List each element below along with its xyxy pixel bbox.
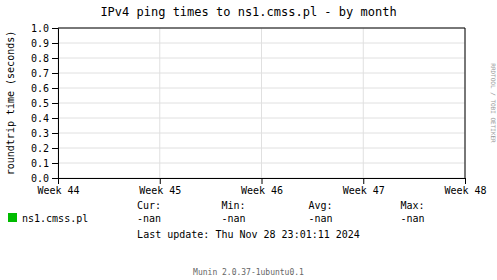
y-tick-mark (52, 73, 58, 74)
y-tick-label: 1.0 (31, 23, 49, 34)
y-tick-mark (52, 148, 58, 149)
watermark: RRDTOOL / TOBI OETIKER (490, 63, 497, 143)
x-tick: Week 44 (37, 178, 79, 196)
y-tick-label: 0.8 (31, 53, 49, 64)
y-tick: 0.7 (31, 68, 58, 79)
y-tick-mark (52, 163, 58, 164)
legend: ns1.cmss.pl (8, 213, 88, 224)
grid (58, 28, 465, 178)
x-tick-mark (262, 178, 263, 184)
y-tick-label: 0.4 (31, 113, 49, 124)
grid-line-y (58, 28, 465, 29)
stat-label: Avg: (309, 200, 333, 211)
x-tick: Week 45 (139, 178, 181, 196)
y-tick: 1.0 (31, 23, 58, 34)
grid-line-x (159, 28, 160, 178)
y-tick: 0.8 (31, 53, 58, 64)
plot: 0.0 0.1 0.2 0.3 0.4 0.5 0.6 0.7 0.8 0.9 1.0 Week 44… (31, 23, 487, 196)
x-tick: Week 47 (343, 178, 385, 196)
y-tick: 0.2 (31, 143, 58, 154)
y-tick-label: 0.5 (31, 98, 49, 109)
x-tick: Week 46 (241, 178, 283, 196)
y-tick: 0.1 (31, 158, 58, 169)
stat-value: -nan (137, 213, 161, 224)
chart: IPv4 ping times to ns1.cmss.pl - by mont… (0, 0, 497, 280)
y-tick: 0.3 (31, 128, 58, 139)
x-tick-mark (363, 178, 364, 184)
y-tick-label: 0.2 (31, 143, 49, 154)
y-tick: 0.9 (31, 38, 58, 49)
annotations: Cur: -nan Min: -nan Avg: -nan Max: -nan Last upd… (137, 63, 497, 277)
y-tick-label: 0.6 (31, 83, 49, 94)
frame-top (58, 28, 465, 29)
last-update: Last update: Thu Nov 28 23:01:11 2024 (137, 229, 360, 240)
y-tick-mark (52, 103, 58, 104)
title: IPv4 ping times to ns1.cmss.pl - by mont… (100, 5, 396, 19)
grid-line-x (465, 28, 466, 178)
y-tick-mark (52, 43, 58, 44)
stat-label: Min: (222, 200, 246, 211)
grid-line-x (363, 28, 364, 178)
x-tick-label: Week 46 (241, 185, 283, 196)
y-tick-mark (52, 133, 58, 134)
y-tick-label: 0.1 (31, 158, 49, 169)
stat-value: -nan (222, 213, 246, 224)
y-tick: 0.6 (31, 83, 58, 94)
stat-label: Max: (400, 200, 424, 211)
y-tick-label: 0.3 (31, 128, 49, 139)
y-axis-line (52, 29, 59, 179)
stat-value: -nan (400, 213, 424, 224)
x-tick: Week 48 (444, 178, 486, 196)
stat-label: Cur: (137, 200, 161, 211)
legend-label: ns1.cmss.pl (22, 213, 88, 224)
y-tick-label: 0.9 (31, 38, 49, 49)
x-tick-label: Week 45 (139, 185, 181, 196)
footer: Munin 2.0.37-1ubuntu0.1 (193, 268, 304, 277)
y-tick-mark (52, 28, 58, 29)
x-tick-label: Week 44 (37, 185, 79, 196)
y-tick: 0.0 (31, 173, 58, 184)
y-tick-label: 0.0 (31, 173, 49, 184)
x-tick-mark (465, 178, 466, 184)
legend-swatch (8, 213, 17, 222)
y-tick-mark (52, 88, 58, 89)
stat-value: -nan (309, 213, 333, 224)
x-axis-line (59, 179, 466, 185)
y-tick: 0.4 (31, 113, 58, 124)
grid-line-x (261, 28, 262, 178)
x-tick-label: Week 48 (444, 185, 486, 196)
x-tick-label: Week 47 (343, 185, 385, 196)
x-tick-mark (58, 178, 59, 184)
y-tick-label: 0.7 (31, 68, 49, 79)
x-tick-mark (160, 178, 161, 184)
x-axis: Week 44 Week 45 Week 46 Week 47 Week 48 (37, 178, 486, 196)
y-tick-mark (52, 178, 58, 179)
y-tick: 0.5 (31, 98, 58, 109)
y-axis-title: roundtrip time (seconds) (5, 31, 16, 176)
y-axis: 0.0 0.1 0.2 0.3 0.4 0.5 0.6 0.7 0.8 0.9 1.0 (31, 23, 59, 184)
frame-right (465, 28, 466, 178)
y-tick-mark (52, 118, 58, 119)
y-tick-mark (52, 58, 58, 59)
